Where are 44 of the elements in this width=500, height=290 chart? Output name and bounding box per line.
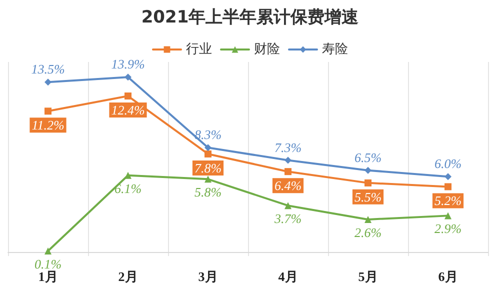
data-label: 6.5% [354, 150, 382, 165]
data-label: 2.6% [354, 224, 382, 240]
point [284, 168, 292, 176]
legend-label: 行业 [186, 42, 212, 57]
x-tick-label: 1月 [38, 269, 58, 284]
x-tick-label: 2月 [118, 269, 138, 284]
data-label: 6.0% [434, 156, 462, 172]
point [44, 78, 52, 86]
point [364, 179, 372, 186]
point [124, 74, 132, 81]
x-tick-label: 5月 [358, 269, 378, 284]
point [204, 144, 212, 152]
point [124, 92, 132, 100]
data-label: 13.9% [111, 56, 145, 72]
point [204, 150, 212, 158]
data-label: 7.8% [194, 160, 222, 176]
point [364, 216, 372, 223]
point [444, 173, 452, 180]
point [284, 202, 292, 210]
legend-label: 寿险 [322, 42, 348, 57]
data-label: 2.9% [434, 221, 462, 236]
data-label: 12.4% [111, 102, 145, 118]
data-label: 3.7% [273, 211, 302, 226]
point [364, 166, 372, 174]
data-label: 5.2% [434, 193, 462, 208]
point [444, 183, 452, 190]
data-label: 11.2% [32, 118, 64, 133]
point [44, 247, 52, 254]
chart-title: 2021年上半年累计保费增速 [141, 8, 359, 28]
data-label: 5.5% [354, 189, 382, 204]
point [284, 156, 292, 164]
x-tick-label: 3月 [198, 269, 218, 284]
x-tick-label: 4月 [278, 269, 298, 284]
data-label: 0.1% [34, 256, 62, 272]
point [204, 176, 212, 183]
data-label: 7.3% [274, 140, 302, 155]
point [444, 212, 452, 220]
data-label: 13.5% [31, 62, 65, 77]
data-label: 5.8% [194, 184, 222, 200]
x-tick-label: 6月 [438, 269, 458, 284]
point [44, 108, 52, 115]
legend-label: 财险 [254, 42, 280, 57]
point [124, 172, 132, 179]
data-label: 6.4% [274, 178, 302, 194]
